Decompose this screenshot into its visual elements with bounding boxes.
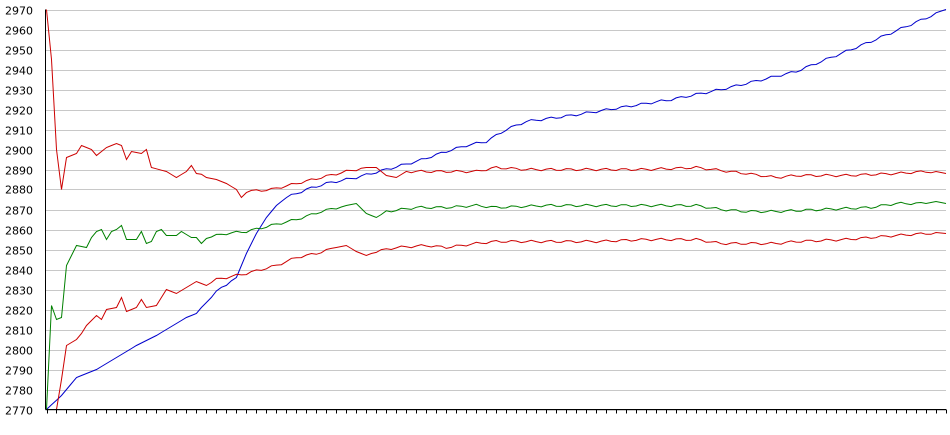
series-line-2 [46,9,947,199]
y-tick-label: 2920 [5,105,33,118]
y-tick-label: 2970 [5,5,33,18]
chart-series [46,9,947,410]
y-tick-label: 2960 [5,25,33,38]
y-tick-label: 2790 [5,365,33,378]
y-tick-label: 2890 [5,165,33,178]
y-tick-label: 2860 [5,225,33,238]
y-tick-label: 2950 [5,45,33,58]
y-tick-label: 2830 [5,285,33,298]
y-tick-label: 2940 [5,65,33,78]
y-tick-label: 2810 [5,325,33,338]
y-tick-label: 2770 [5,405,33,418]
y-tick-label: 2900 [5,145,33,158]
series-line-3 [46,200,947,410]
y-tick-label: 2800 [5,345,33,358]
series-line-1 [46,9,947,410]
y-axis-tick-labels: 2970 2960 2950 2940 2930 2920 2910 2900 2890 2880… [5,5,33,418]
y-tick-label: 2780 [5,385,33,398]
y-tick-label: 2820 [5,305,33,318]
y-tick-label: 2930 [5,85,33,98]
y-tick-label: 2870 [5,205,33,218]
y-tick-label: 2880 [5,184,33,197]
y-tick-label: 2850 [5,245,33,258]
grid-lines [45,10,946,411]
y-tick-label: 2840 [5,265,33,278]
axes [45,9,947,414]
series-line-4 [46,231,947,410]
y-tick-label: 2910 [5,125,33,138]
